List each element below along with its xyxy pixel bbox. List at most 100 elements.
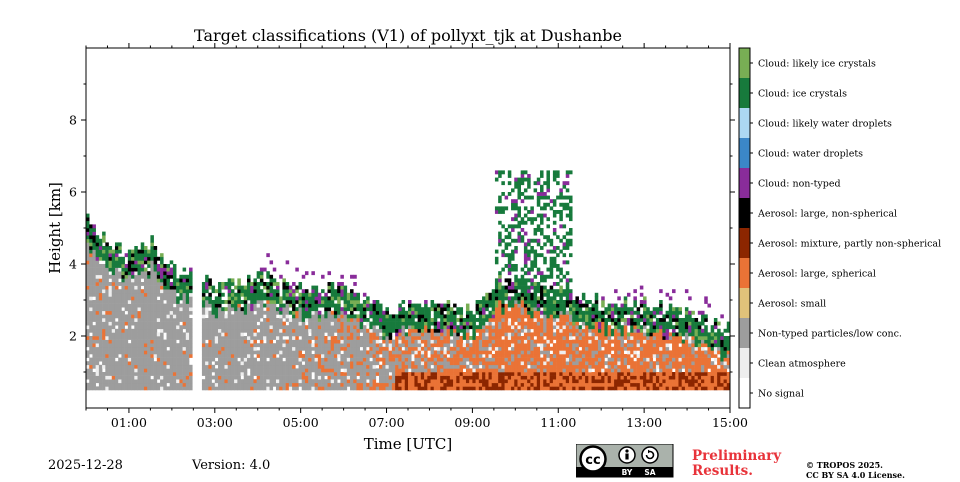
heat-cell — [308, 357, 312, 362]
heat-cell — [240, 325, 245, 330]
heat-cell — [182, 325, 187, 330]
heat-cell — [559, 210, 563, 214]
heat-cell — [520, 336, 525, 340]
heat-cell — [143, 318, 148, 322]
heat-cell — [179, 368, 183, 373]
heat-cell — [295, 289, 299, 294]
heat-cell — [143, 310, 148, 315]
heat-cell — [224, 314, 228, 319]
heat-cell — [494, 318, 499, 322]
heat-cell — [304, 346, 309, 351]
heat-cell — [346, 382, 351, 387]
heat-cell — [523, 310, 528, 315]
heat-cell — [324, 303, 328, 308]
heat-cell — [205, 379, 209, 384]
heat-cell — [176, 357, 180, 362]
heat-cell — [314, 382, 319, 387]
heat-cell — [617, 386, 621, 391]
heat-cell — [614, 346, 618, 351]
heat-cell — [314, 332, 319, 337]
heat-cell — [527, 292, 531, 297]
heat-cell — [430, 307, 435, 312]
heat-cell — [143, 271, 148, 276]
heat-cell — [205, 354, 209, 358]
heat-cell — [279, 364, 283, 369]
heat-cell — [292, 321, 296, 326]
heat-cell — [562, 307, 567, 312]
heat-cell — [626, 321, 631, 326]
heat-cell — [408, 328, 412, 333]
heat-cell — [266, 325, 270, 330]
heat-cell — [317, 386, 322, 391]
heat-cell — [569, 307, 573, 312]
heat-cell — [523, 278, 528, 283]
heat-cell — [321, 361, 325, 366]
heat-cell — [169, 310, 174, 315]
heat-cell — [189, 372, 193, 376]
heat-cell — [86, 318, 90, 322]
heat-cell — [350, 300, 354, 304]
heat-cell — [449, 368, 454, 373]
heat-cell — [433, 372, 438, 376]
heat-cell — [221, 361, 225, 366]
heat-cell — [465, 350, 470, 355]
heat-cell — [279, 386, 283, 391]
heat-cell — [301, 321, 306, 326]
heat-cell — [321, 318, 325, 322]
heat-cell — [530, 318, 534, 322]
heat-cell — [243, 310, 248, 315]
heat-cell — [86, 249, 90, 254]
heat-cell — [189, 354, 193, 358]
heat-cell — [221, 314, 225, 319]
heat-cell — [153, 382, 158, 387]
heat-cell — [150, 314, 154, 319]
heat-cell — [482, 321, 486, 326]
heat-cell — [362, 300, 367, 304]
heat-cell — [237, 321, 241, 326]
heat-cell — [314, 350, 319, 355]
heat-cell — [475, 364, 480, 369]
heat-cell — [153, 375, 158, 380]
heat-cell — [205, 296, 209, 301]
heat-cell — [575, 346, 579, 351]
heat-cell — [546, 289, 550, 294]
heat-cell — [163, 310, 167, 315]
heat-cell — [552, 354, 557, 358]
heat-cell — [301, 339, 306, 344]
heat-cell — [269, 354, 274, 358]
heat-cell — [527, 238, 531, 243]
heat-cell — [501, 292, 505, 297]
heat-cell — [234, 300, 238, 304]
heat-cell — [343, 354, 348, 358]
heat-cell — [189, 285, 193, 290]
heat-cell — [275, 386, 280, 391]
heat-cell — [379, 364, 383, 369]
heat-cell — [114, 267, 119, 272]
heat-cell — [308, 325, 312, 330]
heat-cell — [630, 336, 634, 340]
heat-cell — [140, 328, 145, 333]
heat-cell — [218, 339, 222, 344]
heat-cell — [259, 364, 264, 369]
heat-cell — [549, 379, 554, 384]
heat-cell — [114, 364, 119, 369]
heat-cell — [540, 206, 544, 211]
heat-cell — [614, 386, 618, 391]
heat-cell — [140, 292, 145, 297]
heat-cell — [259, 361, 264, 366]
heat-cell — [491, 386, 496, 391]
heat-cell — [527, 267, 531, 272]
heat-cell — [102, 386, 106, 391]
heat-cell — [105, 274, 109, 279]
heat-cell — [166, 328, 171, 333]
heat-cell — [256, 285, 261, 290]
heat-cell — [346, 357, 351, 362]
heat-cell — [118, 375, 122, 380]
heat-cell — [630, 350, 634, 355]
heat-cell — [253, 332, 257, 337]
heat-cell — [523, 314, 528, 319]
heat-cell — [604, 339, 608, 344]
heat-cell — [620, 382, 625, 387]
heat-cell — [623, 296, 628, 301]
heat-cell — [546, 303, 550, 308]
